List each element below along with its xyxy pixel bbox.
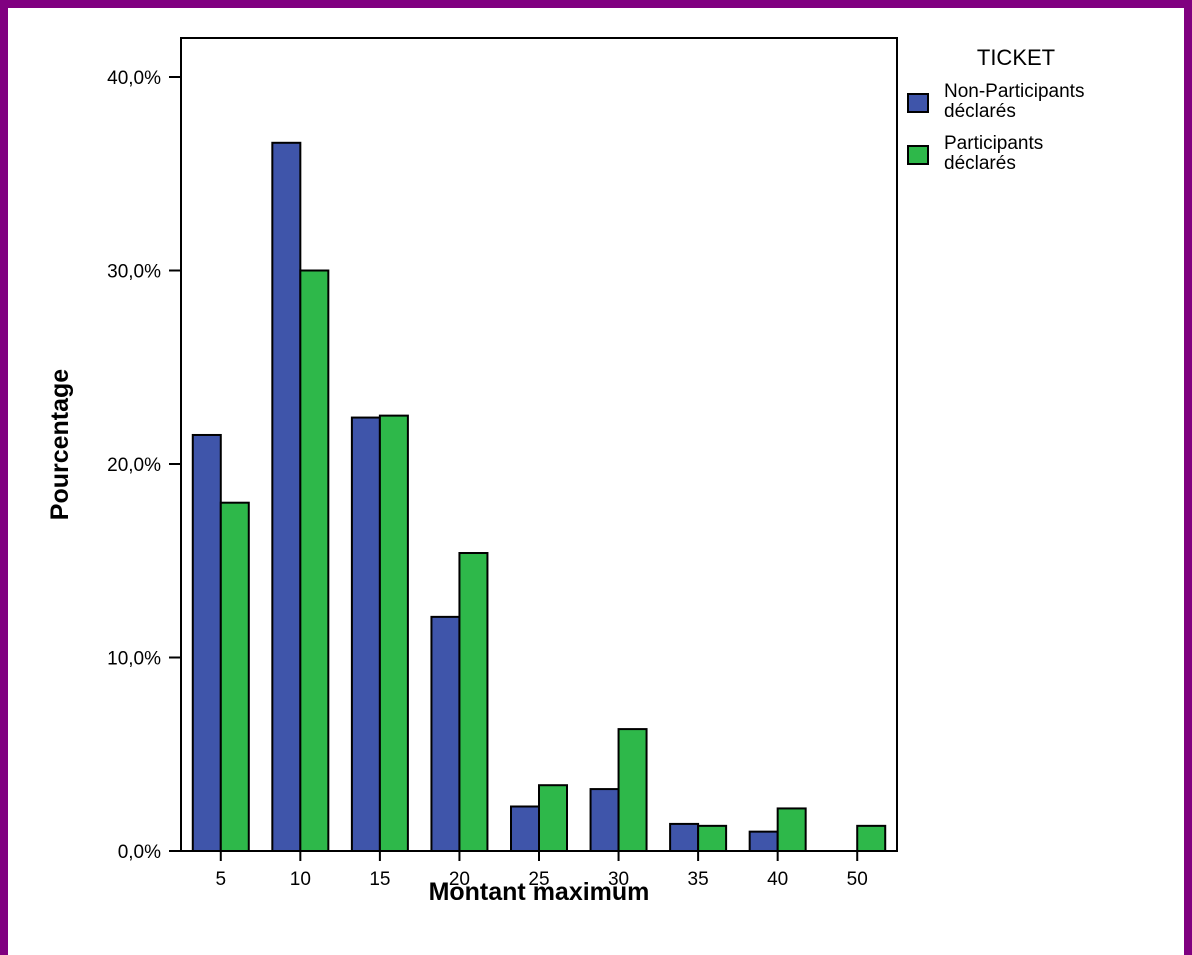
y-tick-label: 20,0% — [107, 455, 161, 476]
legend-swatch-participants — [907, 145, 929, 165]
y-axis-title: Pourcentage — [46, 369, 74, 521]
x-tick-label: 20 — [449, 869, 470, 890]
bar-non-participants-35 — [669, 822, 700, 852]
x-tick-label: 10 — [290, 869, 311, 890]
x-tick-label: 15 — [369, 869, 390, 890]
y-tick-label: 10,0% — [107, 649, 161, 670]
legend: TICKET Non-ParticipantsdéclarésParticipa… — [907, 45, 1084, 174]
x-tick-label: 40 — [767, 869, 788, 890]
bar-non-participants-30 — [589, 788, 620, 853]
x-axis: 5 10 15 20 25 30 35 40 50 — [215, 851, 868, 890]
legend-label: Non-Participants — [944, 81, 1084, 102]
bars-layer — [191, 141, 887, 853]
bar-participants-40 — [776, 807, 807, 852]
bar-participants-30 — [617, 728, 648, 852]
bar-non-participants-40 — [748, 830, 779, 853]
bar-participants-50 — [856, 824, 887, 852]
legend-swatch-non-participants — [907, 93, 929, 113]
bar-participants-5 — [219, 501, 250, 852]
bar-participants-20 — [458, 552, 489, 852]
bar-participants-25 — [538, 784, 568, 853]
legend-label: déclarés — [944, 101, 1016, 122]
bar-participants-15 — [378, 414, 409, 852]
bar-non-participants-25 — [510, 805, 540, 852]
y-axis: 0,0% 10,0% 20,0% 30,0% 40,0% — [107, 68, 181, 863]
x-tick-label: 30 — [608, 869, 629, 890]
y-tick-label: 40,0% — [107, 68, 161, 89]
x-axis-title: Montant maximum — [429, 878, 650, 906]
legend-label: déclarés — [944, 153, 1016, 174]
bar-participants-35 — [697, 824, 728, 852]
x-tick-label: 35 — [688, 869, 709, 890]
legend-title: TICKET — [977, 45, 1055, 70]
bar-non-participants-15 — [350, 416, 381, 852]
y-tick-label: 30,0% — [107, 262, 161, 283]
bar-non-participants-20 — [430, 615, 461, 852]
y-tick-label: 0,0% — [118, 842, 161, 863]
x-tick-label: 5 — [215, 869, 226, 890]
bar-non-participants-5 — [191, 433, 222, 852]
x-tick-label: 50 — [847, 869, 868, 890]
bar-participants-10 — [299, 269, 330, 852]
bar-non-participants-10 — [271, 141, 302, 853]
x-tick-label: 25 — [528, 869, 549, 890]
legend-label: Participants — [944, 133, 1043, 154]
